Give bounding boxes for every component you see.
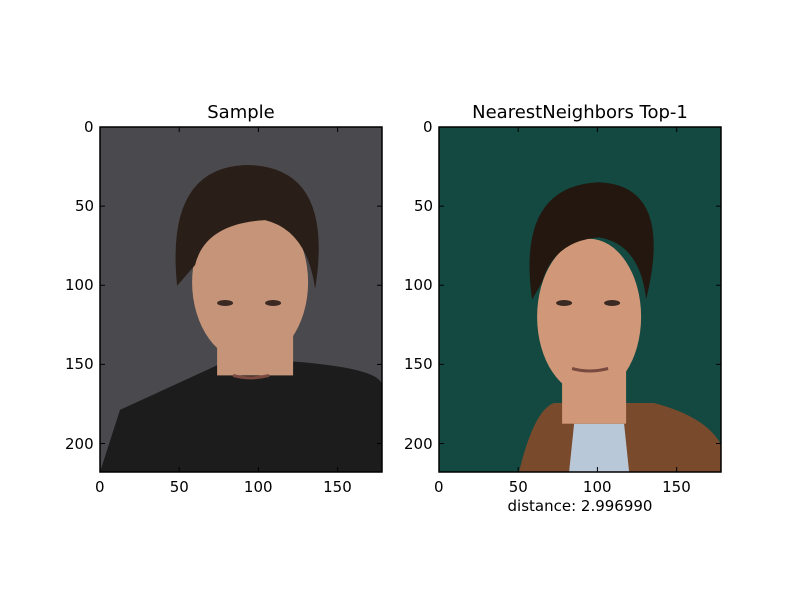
image-shirt bbox=[100, 361, 382, 472]
x-tick-label: 0 bbox=[95, 478, 105, 496]
x-tick-label: 100 bbox=[243, 478, 273, 496]
x-tick-label: 50 bbox=[169, 478, 189, 496]
y-tick-label: 200 bbox=[404, 434, 433, 453]
image-shirt bbox=[569, 423, 630, 472]
distance-annotation: distance: 2.996990 bbox=[507, 497, 653, 515]
image-mouth bbox=[232, 373, 270, 380]
x-tick-label: 100 bbox=[582, 478, 612, 496]
image-hair bbox=[529, 182, 654, 300]
panel-2-axes-frame bbox=[438, 126, 722, 473]
y-tick-label: 150 bbox=[404, 355, 433, 374]
y-tick-label: 100 bbox=[404, 276, 433, 295]
image-face bbox=[537, 238, 642, 395]
y-tick-label: 0 bbox=[423, 118, 433, 136]
panel-1-image bbox=[100, 127, 382, 472]
image-right-eye bbox=[265, 299, 282, 306]
panel-2-image bbox=[439, 127, 721, 472]
image-hair bbox=[175, 164, 319, 290]
image-face bbox=[192, 202, 309, 363]
panel-title-nearest-neighbors: NearestNeighbors Top-1 bbox=[472, 102, 688, 123]
image-left-eye bbox=[217, 299, 234, 306]
x-tick-label: 50 bbox=[508, 478, 528, 496]
y-tick-label: 150 bbox=[65, 355, 94, 374]
y-tick-label: 0 bbox=[84, 118, 94, 136]
panel-title-sample: Sample bbox=[207, 102, 275, 123]
image-right-eye bbox=[604, 299, 621, 306]
y-tick-label: 100 bbox=[65, 276, 94, 295]
image-left-eye bbox=[556, 299, 573, 306]
x-tick-label: 0 bbox=[434, 478, 444, 496]
y-tick-label: 50 bbox=[414, 197, 434, 216]
y-tick-label: 200 bbox=[65, 434, 94, 453]
x-tick-label: 150 bbox=[662, 478, 691, 496]
y-tick-label: 50 bbox=[75, 197, 95, 216]
panel-1-axes-frame bbox=[99, 126, 383, 473]
x-tick-label: 150 bbox=[323, 478, 352, 496]
image-mouth bbox=[571, 367, 609, 373]
